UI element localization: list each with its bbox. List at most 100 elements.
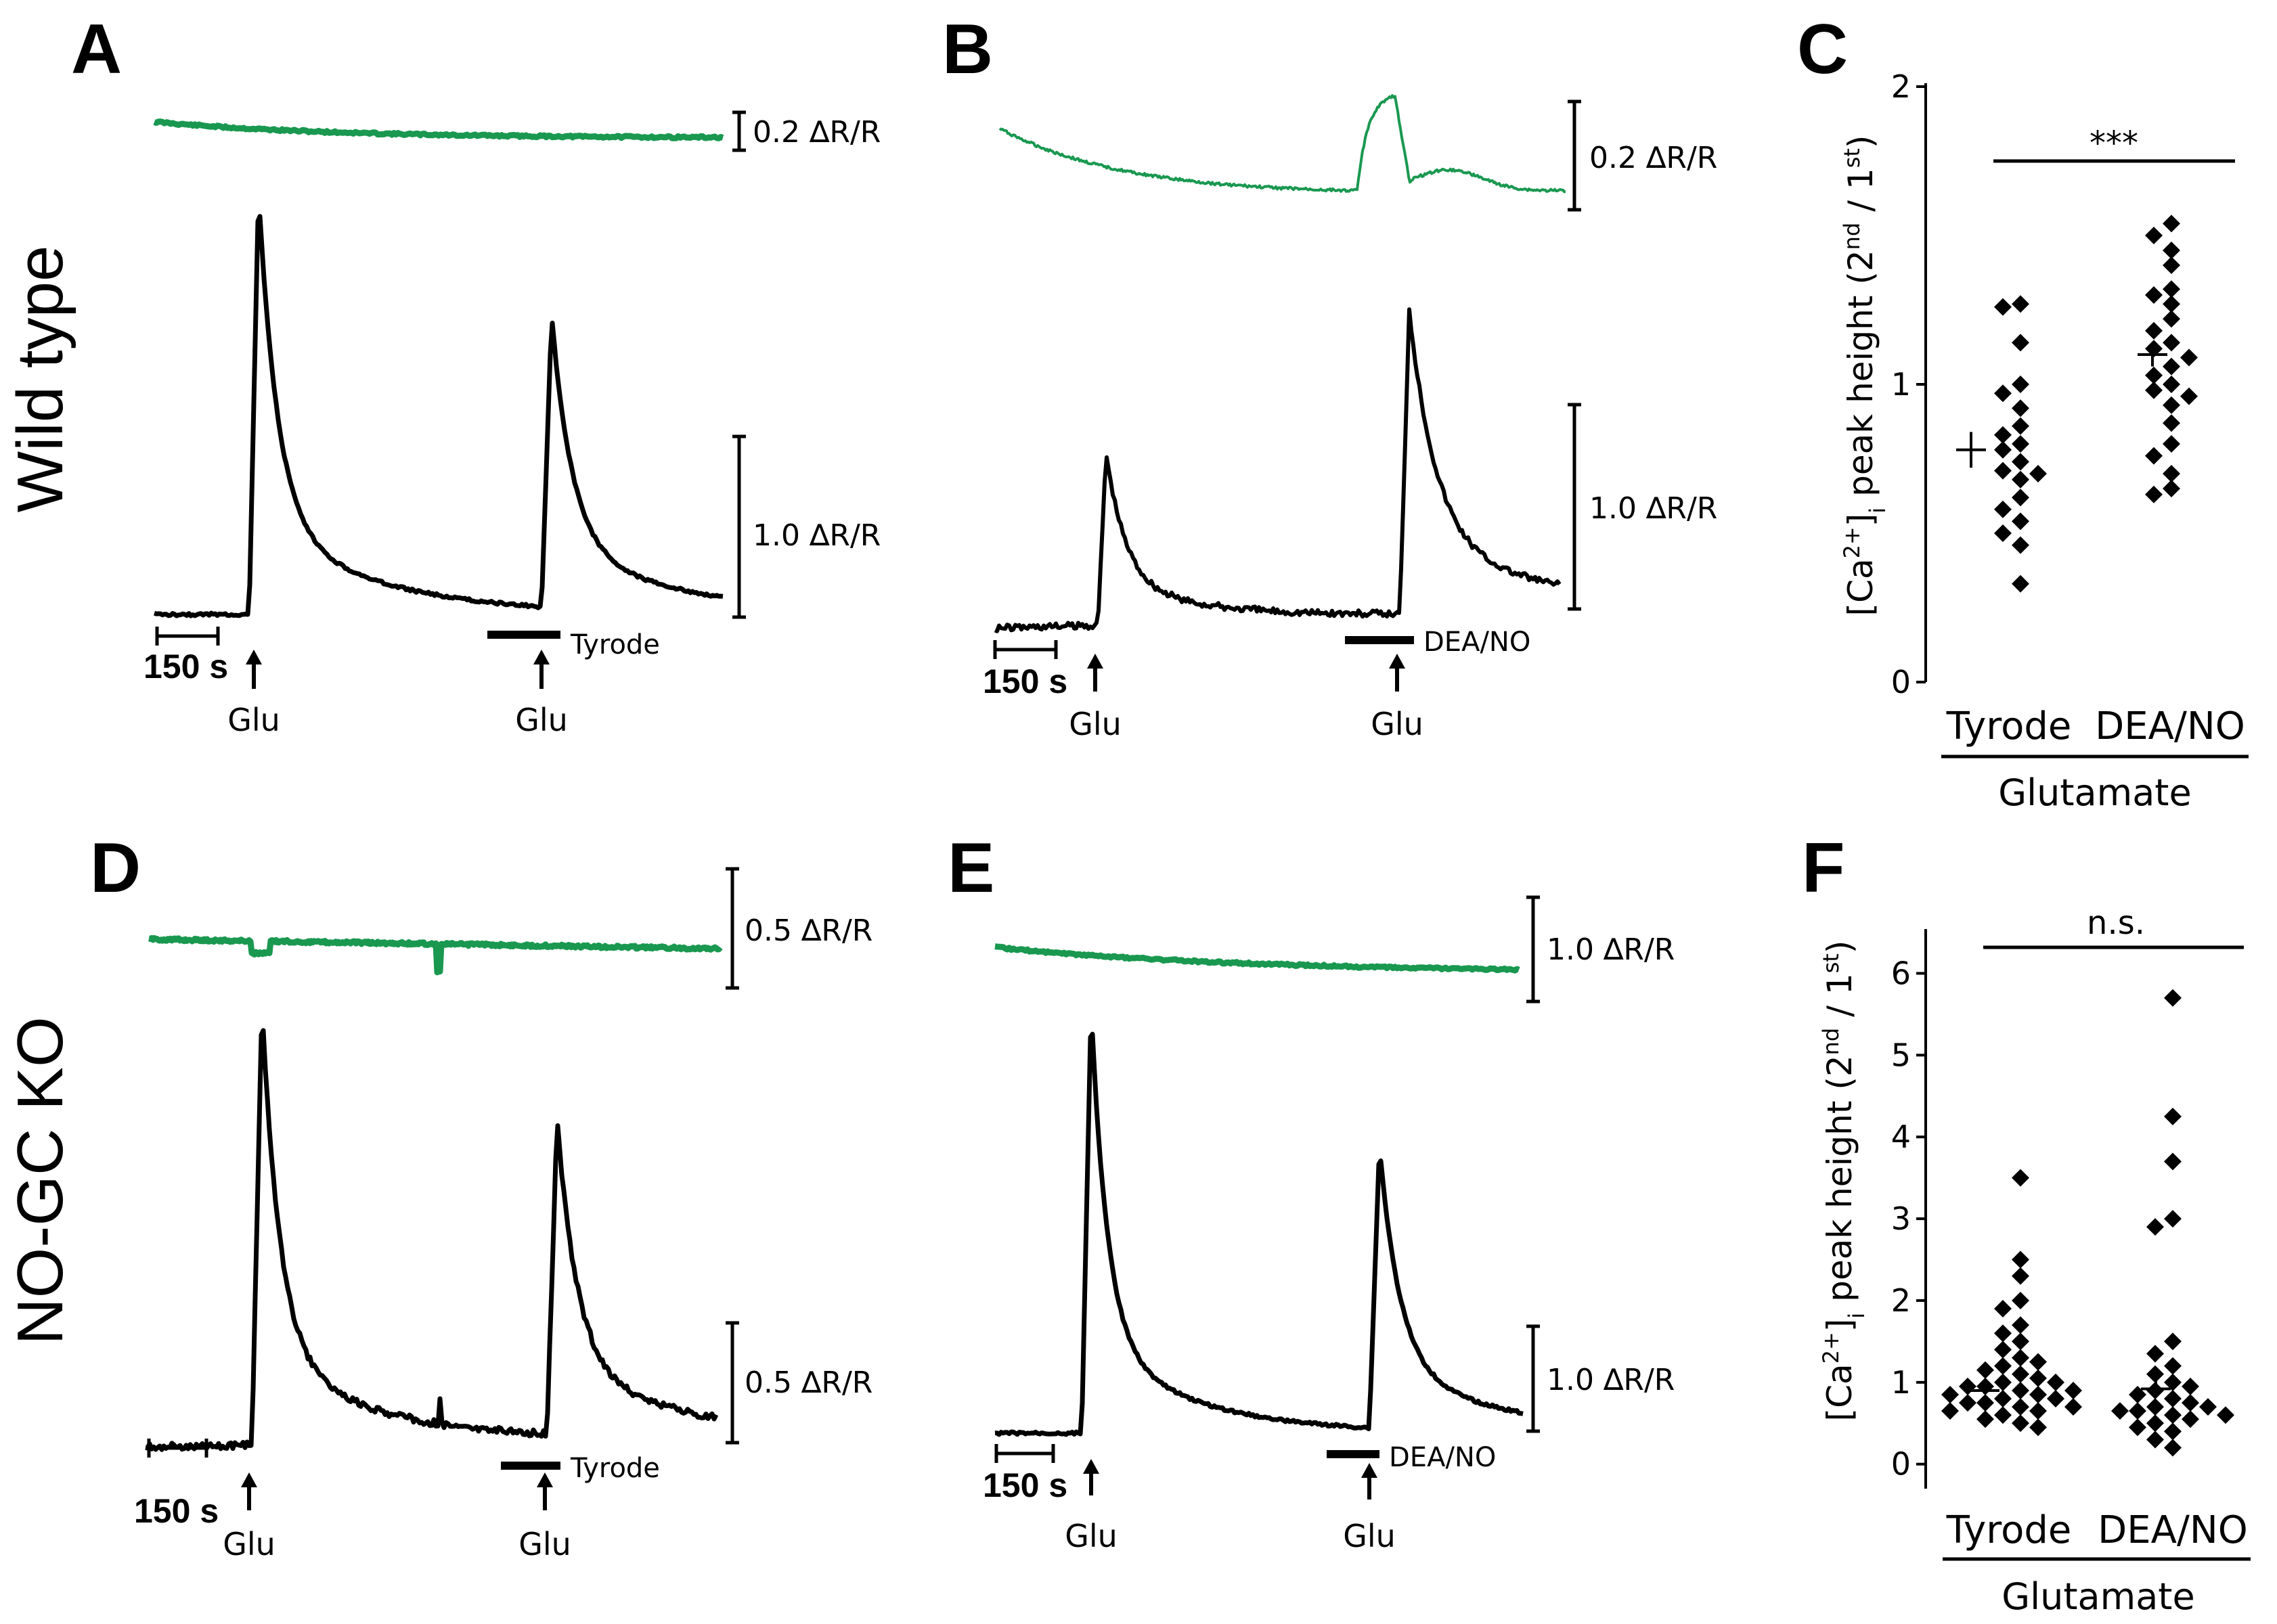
data-point [2012, 1332, 2029, 1351]
data-point [2182, 1394, 2199, 1412]
stimulus-label-a1: Glu [227, 702, 280, 738]
data-point [2164, 1422, 2182, 1441]
stimulus-label-b2: Glu [1371, 706, 1423, 742]
green-trace-b [998, 94, 1566, 194]
data-point [2164, 1373, 2182, 1391]
panel-c-scatter: 0 1 2 *** Tyrode DEA/NO Glutamate [Ca2+]i … [1839, 68, 2249, 814]
data-point [2012, 1250, 2029, 1269]
data-point [1941, 1385, 1959, 1403]
data-point [2064, 1381, 2082, 1399]
data-point [2199, 1398, 2217, 1416]
data-point [2145, 366, 2163, 384]
data-point [2012, 574, 2029, 593]
data-point [2164, 1439, 2182, 1457]
condition-bar-b [1345, 636, 1414, 644]
data-point [2012, 1291, 2029, 1309]
panel-label-c: C [1797, 10, 1848, 89]
data-point [2012, 1169, 2029, 1187]
data-point [2129, 1418, 2146, 1437]
green-scale-label-e: 1.0 ∆R/R [1547, 932, 1675, 967]
data-point [2145, 321, 2163, 340]
stimulus-label-e1: Glu [1065, 1518, 1118, 1554]
data-point [2012, 399, 2029, 418]
condition-label-a: Tyrode [570, 629, 660, 660]
condition-label-d: Tyrode [570, 1453, 660, 1484]
data-point [2012, 470, 2029, 489]
panel-label-f: F [1802, 829, 1845, 907]
data-point [2012, 1414, 2029, 1433]
black-trace-a [153, 214, 724, 618]
condition-label-b: DEA/NO [1423, 627, 1530, 658]
data-point [1994, 1340, 2012, 1359]
panel-e: 1.0 ∆R/R 1.0 ∆R/R 150 s DEA/NO Glu Glu [983, 895, 1675, 1554]
time-label-d: 150 s [134, 1492, 219, 1530]
panel-label-d: D [90, 829, 141, 907]
black-trace-e [994, 1031, 1524, 1437]
significance-label-f: n.s. [2087, 904, 2145, 942]
category-label-c-tyrode: Tyrode [1946, 704, 2072, 748]
stimulus-arrow-d2 [537, 1472, 553, 1510]
panel-label-e: E [948, 829, 994, 907]
y-tick-label: 0 [1891, 1446, 1911, 1483]
data-point [2145, 447, 2163, 465]
data-point [2129, 1402, 2146, 1420]
data-point [2182, 1377, 2199, 1395]
time-bar-b [993, 640, 1058, 659]
green-scale-bar-a [732, 110, 746, 152]
stimulus-label-a2: Glu [515, 702, 568, 738]
data-point [2012, 334, 2029, 352]
data-point [1994, 1373, 2012, 1391]
data-point [2029, 1402, 2047, 1420]
data-point [2029, 1353, 2047, 1371]
data-point [2145, 286, 2163, 304]
black-trace-d [145, 1028, 719, 1452]
time-bar-d [147, 1439, 208, 1458]
time-label-a: 150 s [143, 648, 228, 685]
data-point [2164, 989, 2182, 1007]
condition-bar-a [487, 631, 560, 639]
data-point [2163, 480, 2180, 497]
y-tick-label: 3 [1891, 1200, 1911, 1237]
black-scale-bar-d [726, 1321, 739, 1445]
black-trace-b [994, 307, 1562, 633]
group-label-f: Glutamate [2002, 1575, 2194, 1618]
data-point [2029, 1385, 2047, 1403]
data-point [2164, 1357, 2182, 1375]
data-point [2163, 357, 2180, 376]
data-point [2012, 1267, 2029, 1285]
category-label-f-deanno: DEA/NO [2098, 1508, 2248, 1552]
row-label-wild-type: Wild type [4, 246, 76, 513]
panel-d: 0.5 ∆R/R 0.5 ∆R/R 150 s Tyrode Glu Glu [134, 867, 872, 1562]
data-point [2012, 1349, 2029, 1367]
data-point [2111, 1402, 2129, 1420]
data-point [2163, 396, 2180, 414]
stimulus-label-d2: Glu [518, 1526, 571, 1562]
stimulus-label-b1: Glu [1069, 706, 1122, 742]
green-trace-a [153, 118, 724, 141]
data-point [2164, 1390, 2182, 1408]
data-point [2146, 1430, 2164, 1449]
data-point [1994, 524, 2012, 542]
data-point [2163, 215, 2180, 233]
green-scale-bar-e [1526, 895, 1540, 1003]
data-point [2145, 485, 2163, 503]
data-point [2145, 381, 2163, 399]
y-tick-label: 1 [1891, 1364, 1911, 1401]
y-ticks-f: 0 1 2 3 4 5 6 [1891, 955, 1926, 1483]
data-point [2012, 512, 2029, 531]
data-point [2012, 1381, 2029, 1399]
y-tick-label: 5 [1891, 1037, 1911, 1073]
data-point [1976, 1410, 1994, 1428]
stimulus-label-d1: Glu [223, 1526, 275, 1562]
black-scale-label-e: 1.0 ∆R/R [1547, 1363, 1675, 1397]
green-scale-bar-b [1568, 99, 1581, 212]
data-point [1994, 1390, 2012, 1408]
data-point [2180, 387, 2198, 405]
data-point [2164, 1210, 2182, 1228]
data-point [2163, 256, 2180, 274]
data-point [2012, 376, 2029, 393]
means-f [1970, 1380, 2171, 1397]
data-point [2146, 1414, 2164, 1433]
data-point [1959, 1394, 1976, 1412]
